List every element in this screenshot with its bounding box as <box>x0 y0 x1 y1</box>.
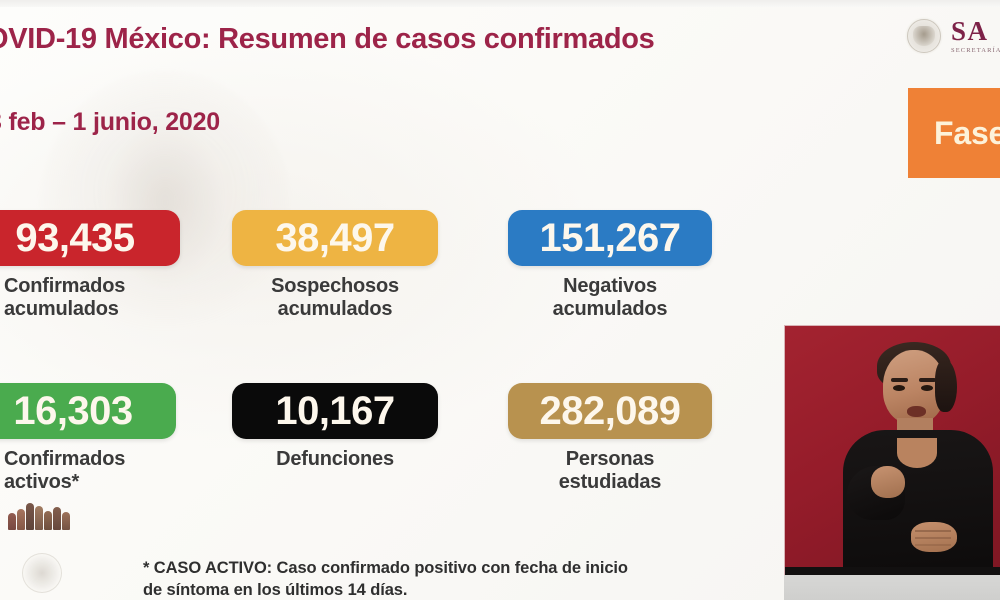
stat-value: 38,497 <box>275 216 395 260</box>
interpreter-chest <box>897 438 937 468</box>
salud-logo-name: SA <box>951 15 989 46</box>
stat-card-personas-estudiadas: 282,089 Personas estudiadas <box>508 383 712 494</box>
stat-caption: Sospechosos acumulados <box>271 275 399 321</box>
stat-value: 16,303 <box>13 389 133 433</box>
stat-caption: Negativos acumulados <box>552 275 668 321</box>
stat-pill: 282,089 <box>508 383 712 439</box>
phase-badge: Fase <box>908 88 1000 178</box>
stat-card-confirmados-acumulados: 93,435 Confirmados acumulados <box>0 210 180 321</box>
interpreter-figure <box>785 326 1000 575</box>
stat-card-confirmados-activos: 16,303 Confirmados activos* <box>0 383 176 494</box>
interpreter-video-base-strip <box>784 575 1000 600</box>
interpreter-eye-left <box>893 385 905 391</box>
phase-badge-label: Fase <box>934 114 1000 151</box>
interpreter-lower-hand <box>911 522 957 552</box>
salud-wordmark: SA SECRETARÍA <box>951 15 1000 55</box>
interpreter-eye-right <box>921 385 933 391</box>
stat-value: 10,167 <box>275 389 395 433</box>
interpreter-hair-side <box>935 360 957 412</box>
stat-value: 151,267 <box>539 216 681 260</box>
interpreter-mouth <box>907 406 926 417</box>
historical-figures-emblem-icon <box>8 498 80 530</box>
stat-card-negativos-acumulados: 151,267 Negativos acumulados <box>508 210 712 321</box>
stat-caption: Personas estudiadas <box>558 448 662 494</box>
interpreter-video-bottom-bar <box>785 567 1000 575</box>
stat-pill: 16,303 <box>0 383 176 439</box>
government-seal-watermark-icon <box>22 553 62 593</box>
stat-pill: 151,267 <box>508 210 712 266</box>
stat-value: 93,435 <box>15 216 135 260</box>
stat-card-sospechosos-acumulados: 38,497 Sospechosos acumulados <box>232 210 438 321</box>
interpreter-brow-right <box>919 378 936 382</box>
stat-caption: Defunciones <box>276 448 394 470</box>
stat-pill: 93,435 <box>0 210 180 266</box>
interpreter-fist-hand <box>871 466 905 498</box>
mexico-eagle-seal-icon <box>905 17 943 55</box>
stat-pill: 10,167 <box>232 383 438 439</box>
stat-pill: 38,497 <box>232 210 438 266</box>
stat-card-defunciones: 10,167 Defunciones <box>232 383 438 471</box>
salud-logo: SA SECRETARÍA <box>905 8 1000 64</box>
date-range-label: 3 feb – 1 junio, 2020 <box>0 108 221 136</box>
stat-caption: Confirmados activos* <box>4 448 126 494</box>
stat-value: 282,089 <box>539 389 681 433</box>
salud-logo-subtitle: SECRETARÍA <box>951 46 1000 54</box>
slide-top-edge <box>0 0 1000 7</box>
interpreter-brow-left <box>891 378 908 382</box>
page-title: OVID-19 México: Resumen de casos confirm… <box>0 23 655 55</box>
stat-caption: Confirmados acumulados <box>4 275 126 321</box>
sign-language-interpreter-video <box>784 325 1000 575</box>
footnote-caso-activo: * CASO ACTIVO: Caso confirmado positivo … <box>143 559 628 600</box>
